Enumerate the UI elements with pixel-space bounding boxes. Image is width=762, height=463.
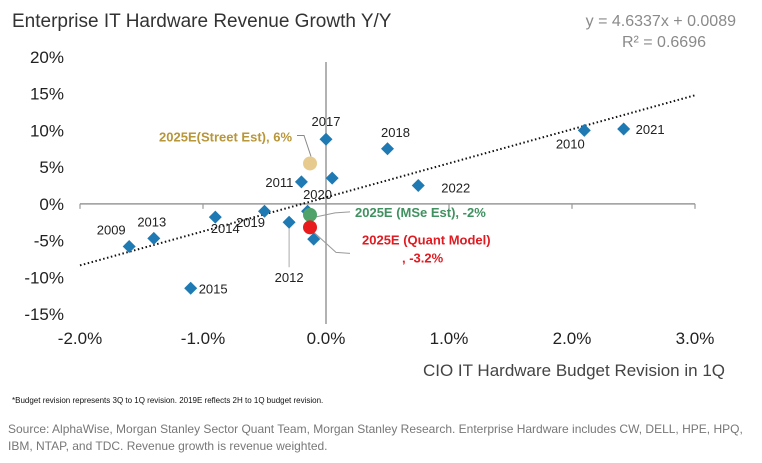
data-point-circle bbox=[303, 207, 318, 222]
trendline-r2: R² = 0.6696 bbox=[622, 34, 706, 51]
data-point-diamond bbox=[325, 171, 339, 185]
point-label: 2022 bbox=[441, 181, 470, 196]
data-point-diamond bbox=[282, 215, 296, 229]
y-tick-label: 20% bbox=[30, 48, 64, 67]
source-note: Source: AlphaWise, Morgan Stanley Sector… bbox=[8, 422, 743, 453]
x-axis-label: CIO IT Hardware Budget Revision in 1Q bbox=[423, 361, 725, 380]
data-point-circle bbox=[303, 220, 318, 235]
point-label: 2013 bbox=[137, 214, 166, 229]
y-tick-label: 15% bbox=[30, 85, 64, 104]
x-tick-label: 2.0% bbox=[553, 329, 592, 348]
point-label: 2011 bbox=[265, 175, 293, 190]
point-label: 2012 bbox=[275, 270, 304, 285]
leader-line bbox=[313, 231, 351, 254]
data-point-diamond bbox=[617, 122, 631, 136]
y-tick-label: -10% bbox=[24, 268, 64, 287]
annotation-mse-est: 2025E (MSe Est), -2% bbox=[355, 205, 486, 220]
data-point-diamond bbox=[319, 132, 333, 146]
point-label: 2014 bbox=[211, 221, 240, 236]
leader-line bbox=[297, 134, 312, 157]
x-tick-label: 3.0% bbox=[676, 329, 715, 348]
annotation-street-est: 2025E(Street Est), 6% bbox=[159, 129, 292, 144]
y-tick-label: 5% bbox=[39, 158, 64, 177]
y-tick-labels: 20% 15% 10% 5% 0% -5% -10% -15% bbox=[24, 48, 64, 324]
x-tick-label: 0.0% bbox=[307, 329, 346, 348]
axes bbox=[79, 62, 696, 324]
point-label: 2019 bbox=[236, 215, 265, 230]
x-tick-label: -1.0% bbox=[181, 329, 225, 348]
data-point-diamond bbox=[147, 231, 161, 245]
leader-lines bbox=[288, 134, 351, 268]
y-tick-label: -5% bbox=[34, 232, 64, 251]
point-labels: 2009 2010 2011 2012 2013 2014 2015 2017 2018 2019… bbox=[97, 114, 665, 296]
point-label: 2017 bbox=[312, 114, 341, 129]
x-tick-labels: -2.0% -1.0% 0.0% 1.0% 2.0% 3.0% bbox=[58, 329, 715, 348]
leader-line bbox=[315, 211, 351, 218]
data-point-diamond bbox=[208, 210, 222, 224]
point-label: 2015 bbox=[199, 281, 228, 296]
point-label: 2021 bbox=[636, 122, 665, 137]
annotation-quant-model-value: , -3.2% bbox=[402, 250, 444, 265]
footnote: *Budget revision represents 3Q to 1Q rev… bbox=[12, 396, 324, 405]
y-tick-label: -15% bbox=[24, 305, 64, 324]
point-label: 2020 bbox=[303, 187, 332, 202]
y-tick-label: 10% bbox=[30, 121, 64, 140]
x-tick-label: -2.0% bbox=[58, 329, 102, 348]
x-tick-label: 1.0% bbox=[430, 329, 469, 348]
data-point-diamond bbox=[577, 123, 591, 137]
y-tick-label: 0% bbox=[39, 195, 64, 214]
data-point-diamond bbox=[381, 142, 394, 156]
data-point-diamond bbox=[307, 232, 321, 246]
data-point-circle bbox=[303, 156, 318, 171]
data-point-diamond bbox=[411, 179, 425, 192]
trendline-equation: y = 4.6337x + 0.0089 bbox=[586, 13, 736, 30]
annotation-quant-model: 2025E (Quant Model) bbox=[362, 232, 491, 247]
data-point-diamond bbox=[122, 239, 136, 253]
data-point-diamond bbox=[184, 281, 198, 295]
data-points bbox=[122, 122, 631, 295]
point-label: 2018 bbox=[381, 125, 410, 140]
chart-title: Enterprise IT Hardware Revenue Growth Y/… bbox=[12, 11, 392, 32]
data-point-diamond bbox=[294, 175, 308, 189]
point-label: 2009 bbox=[97, 222, 126, 237]
data-point-diamond bbox=[258, 204, 271, 218]
point-label: 2010 bbox=[556, 136, 585, 151]
